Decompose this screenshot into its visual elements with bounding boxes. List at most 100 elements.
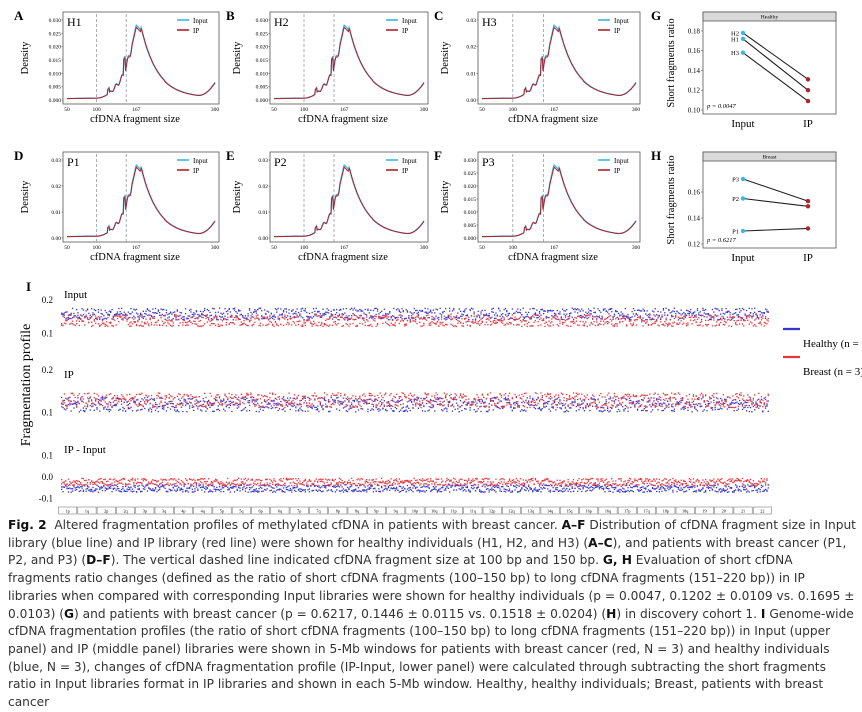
breast-point: [72, 485, 73, 486]
healthy-point: [340, 401, 341, 402]
breast-point: [745, 314, 746, 315]
breast-point: [352, 323, 353, 324]
healthy-point: [724, 399, 725, 400]
breast-point: [410, 399, 411, 400]
breast-point: [442, 398, 443, 399]
healthy-point: [333, 401, 334, 402]
breast-point: [140, 394, 141, 395]
healthy-point: [288, 313, 289, 314]
healthy-point: [536, 317, 537, 318]
breast-point: [731, 404, 732, 405]
healthy-point: [230, 401, 231, 402]
breast-point: [386, 402, 387, 403]
healthy-point: [91, 489, 92, 490]
breast-point: [109, 394, 110, 395]
breast-point: [742, 398, 743, 399]
healthy-point: [77, 315, 78, 316]
breast-point: [79, 325, 80, 326]
healthy-point: [623, 315, 624, 316]
breast-point: [343, 398, 344, 399]
healthy-point: [249, 410, 250, 411]
breast-point: [214, 481, 215, 482]
breast-point: [629, 321, 630, 322]
healthy-point: [295, 311, 296, 312]
healthy-point: [159, 489, 160, 490]
healthy-point: [144, 313, 145, 314]
healthy-point: [544, 407, 545, 408]
healthy-point: [268, 311, 269, 312]
healthy-point: [713, 311, 714, 312]
breast-point: [420, 318, 421, 319]
healthy-point: [253, 312, 254, 313]
breast-point: [711, 407, 712, 408]
breast-point: [637, 319, 638, 320]
breast-point: [117, 481, 118, 482]
healthy-point: [252, 491, 253, 492]
healthy-point: [261, 488, 262, 489]
breast-point: [203, 400, 204, 401]
breast-point: [561, 393, 562, 394]
breast-point: [664, 321, 665, 322]
breast-point: [257, 399, 258, 400]
healthy-point: [252, 316, 253, 317]
healthy-point: [116, 313, 117, 314]
breast-point: [234, 396, 235, 397]
healthy-point: [184, 400, 185, 401]
healthy-point: [551, 310, 552, 311]
breast-point: [418, 317, 419, 318]
breast-point: [395, 325, 396, 326]
breast-point: [71, 483, 72, 484]
healthy-point: [566, 400, 567, 401]
healthy-point: [427, 401, 428, 402]
breast-point: [354, 315, 355, 316]
breast-point: [622, 317, 623, 318]
breast-point: [581, 315, 582, 316]
breast-point: [544, 323, 545, 324]
healthy-point: [632, 311, 633, 312]
breast-point: [671, 393, 672, 394]
breast-point: [212, 404, 213, 405]
healthy-point: [532, 399, 533, 400]
healthy-point: [506, 399, 507, 400]
breast-point: [203, 325, 204, 326]
breast-point: [309, 320, 310, 321]
healthy-point: [655, 308, 656, 309]
healthy-point: [256, 313, 257, 314]
ip-point: [806, 99, 810, 103]
healthy-point: [133, 309, 134, 310]
breast-point: [239, 325, 240, 326]
healthy-point: [406, 409, 407, 410]
healthy-point: [442, 405, 443, 406]
breast-point: [637, 317, 638, 318]
healthy-point: [224, 402, 225, 403]
healthy-point: [592, 316, 593, 317]
ip-density-line: [67, 28, 215, 99]
healthy-point: [159, 312, 160, 313]
breast-point: [524, 406, 525, 407]
healthy-point: [249, 487, 250, 488]
breast-point: [342, 404, 343, 405]
breast-point: [425, 317, 426, 318]
healthy-point: [750, 312, 751, 313]
breast-point: [245, 397, 246, 398]
healthy-point: [280, 314, 281, 315]
breast-point: [199, 479, 200, 480]
healthy-point: [211, 491, 212, 492]
breast-point: [764, 402, 765, 403]
breast-point: [366, 316, 367, 317]
healthy-point: [344, 312, 345, 313]
breast-point: [597, 399, 598, 400]
healthy-point: [612, 319, 613, 320]
breast-point: [314, 323, 315, 324]
healthy-point: [539, 407, 540, 408]
breast-point: [250, 484, 251, 485]
healthy-point: [723, 403, 724, 404]
breast-point: [250, 393, 251, 394]
healthy-point: [96, 485, 97, 486]
healthy-point: [681, 408, 682, 409]
ip-point: [806, 204, 810, 208]
breast-point: [276, 407, 277, 408]
breast-point: [595, 400, 596, 401]
breast-point: [96, 394, 97, 395]
